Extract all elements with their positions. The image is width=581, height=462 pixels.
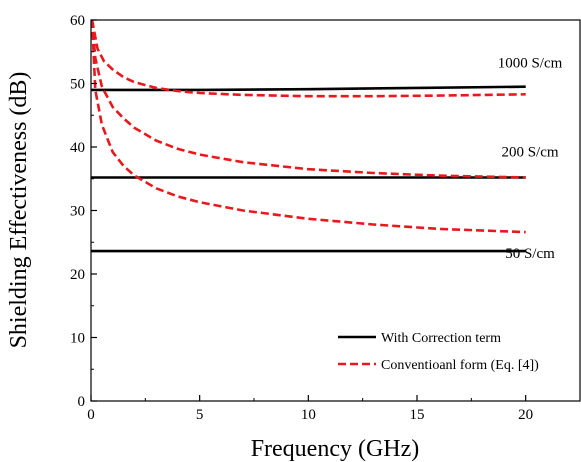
series-annotation: 200 S/cm [501,145,558,161]
x-axis-title: Frequency (GHz) [251,436,420,462]
annotation-layer: 1000 S/cm 200 S/cm 50 S/cm [498,56,563,263]
series-line-conventional-3 [91,20,526,98]
y-tick-label: 50 [70,77,85,93]
series-layer [91,20,526,253]
legend-label-correction: With Correction term [381,331,501,346]
x-tick-label: 5 [196,407,204,423]
y-tick-label: 40 [70,140,85,156]
tick-layer: 0 5 10 15 20 0 10 20 30 40 50 60 [70,13,533,423]
y-tick-label: 20 [70,267,85,283]
legend: With Correction term Conventioanl form (… [338,331,539,373]
series-line-conventional-4 [91,20,526,179]
x-tick-label: 10 [301,407,316,423]
y-tick-label: 0 [78,394,86,410]
series-line-conventional-5 [91,20,526,234]
y-tick-label: 10 [70,331,85,347]
x-tick-label: 20 [518,407,533,423]
y-axis-title: Shielding Effectiveness (dB) [6,72,32,349]
x-tick-label: 0 [87,407,95,423]
legend-label-conventional: Conventioanl form (Eq. [4]) [381,358,539,373]
x-tick-label: 15 [410,407,425,423]
plot-frame [90,19,581,402]
series-annotation: 1000 S/cm [498,56,563,72]
y-tick-label: 60 [70,13,85,29]
series-annotation: 50 S/cm [505,246,555,262]
y-tick-label: 30 [70,204,85,220]
